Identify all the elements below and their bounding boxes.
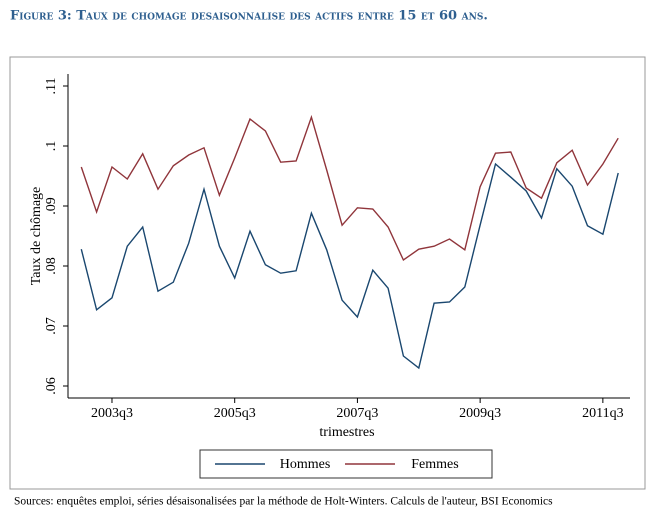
source: Sources: enquêtes emploi, séries désaiso…: [14, 496, 553, 508]
x-tick-label: 2003q3: [91, 406, 133, 421]
line-femmes: [80, 114, 619, 262]
legend-label: Hommes: [280, 457, 331, 472]
chart-title: Figure 3: Taux de chomage desaisonnalise…: [10, 9, 488, 24]
legend-label: Femmes: [411, 457, 458, 472]
x-tick-label: 2005q3: [214, 406, 256, 421]
x-axis-label: trimestres: [319, 425, 374, 440]
y-tick-label: .07: [44, 317, 59, 335]
y-axis-label: Taux de chômage: [29, 187, 44, 286]
y-tick-label: .09: [44, 197, 59, 215]
frame: [9, 56, 646, 490]
legend-box: [199, 449, 493, 479]
line-hommes: [80, 162, 619, 370]
x-tick-label: 2007q3: [336, 406, 378, 421]
y-tick-label: .06: [44, 377, 59, 395]
x-tick-label: 2011q3: [582, 406, 623, 421]
x-tick-label: 2009q3: [459, 406, 501, 421]
y-tick-label: .1: [44, 141, 59, 152]
y-tick-label: .11: [44, 78, 59, 95]
y-tick-label: .08: [44, 257, 59, 275]
